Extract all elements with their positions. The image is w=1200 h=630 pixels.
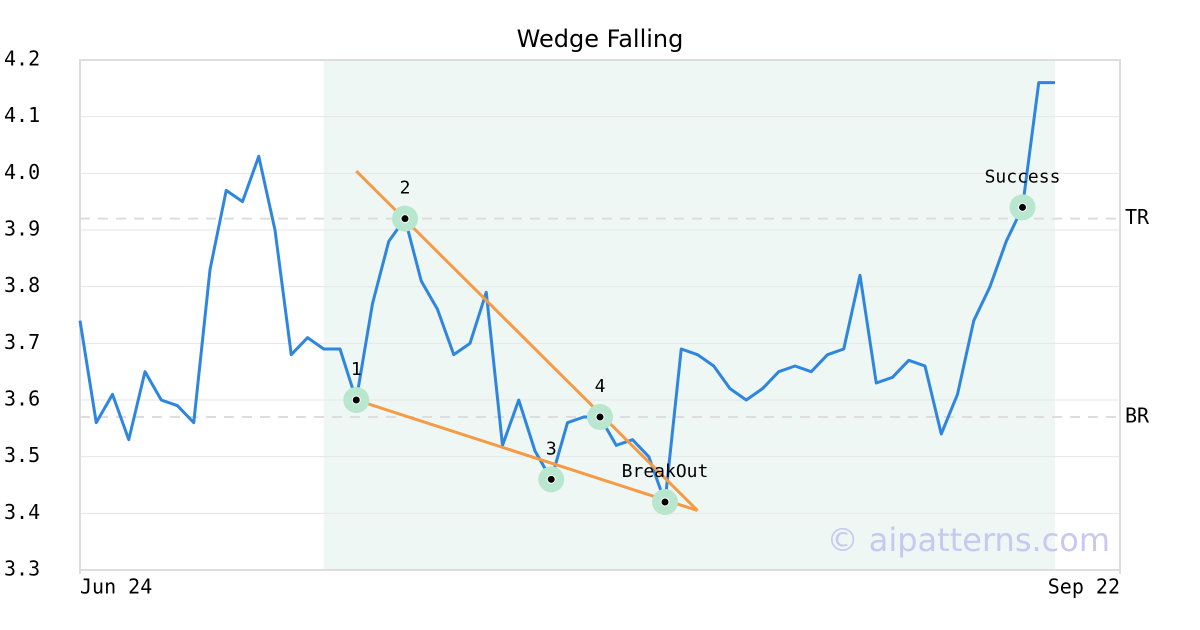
highlight-region bbox=[323, 60, 1055, 570]
pivot-label: 1 bbox=[351, 359, 362, 380]
pivot-dot bbox=[351, 395, 361, 405]
pivot-dot bbox=[1018, 202, 1027, 212]
pivot-dot bbox=[660, 497, 670, 507]
y-tick-label: 3.5 bbox=[4, 443, 40, 467]
watermark: © aipatterns.com bbox=[827, 521, 1110, 559]
pivot-dot bbox=[400, 214, 410, 224]
y-tick-label: 3.3 bbox=[4, 557, 40, 581]
x-tick-label: Sep 22 bbox=[1048, 575, 1120, 599]
y-tick-label: 3.4 bbox=[4, 500, 40, 524]
pivot-dot bbox=[546, 474, 556, 484]
pivot-dot bbox=[595, 412, 605, 422]
x-tick-label: Jun 24 bbox=[80, 575, 152, 599]
level-label: BR bbox=[1125, 404, 1150, 428]
y-tick-label: 4.2 bbox=[4, 47, 40, 71]
level-label: TR bbox=[1125, 205, 1150, 229]
trendline bbox=[355, 398, 698, 512]
pivot-label: 4 bbox=[595, 376, 606, 397]
y-tick-label: 4.1 bbox=[4, 103, 40, 127]
pivot-label: BreakOut bbox=[622, 461, 709, 482]
plot-frame bbox=[79, 59, 1121, 571]
pivot-label: Success bbox=[985, 166, 1061, 187]
y-tick-label: 3.8 bbox=[4, 273, 40, 297]
price-line bbox=[78, 81, 1055, 504]
chart-title: Wedge Falling bbox=[517, 25, 684, 53]
pivot-label: 3 bbox=[546, 438, 557, 459]
y-tick-label: 4.0 bbox=[4, 160, 40, 184]
y-tick-label: 3.6 bbox=[4, 387, 40, 411]
y-tick-label: 3.7 bbox=[4, 330, 40, 354]
pivot-label: 2 bbox=[400, 178, 411, 199]
y-tick-label: 3.9 bbox=[4, 217, 40, 241]
